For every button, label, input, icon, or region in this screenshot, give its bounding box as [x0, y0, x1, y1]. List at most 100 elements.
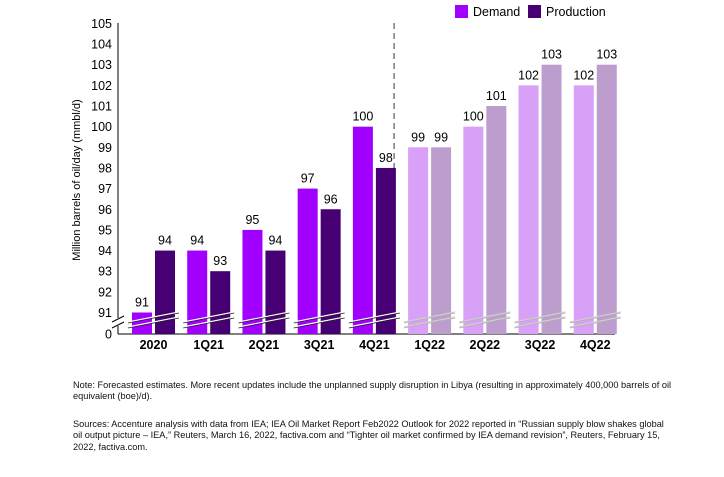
- legend-swatch-production: [528, 5, 541, 18]
- data-label: 95: [245, 213, 259, 227]
- y-tick-label: 94: [98, 244, 112, 258]
- y-axis-title: Million barrels of oil/day (mmbl/d): [71, 99, 83, 260]
- axis-break-mark: [111, 315, 125, 323]
- data-label: 100: [463, 110, 484, 124]
- x-tick-label: 2Q22: [470, 338, 501, 352]
- bar-break-line: [238, 311, 290, 323]
- bar-break-line: [404, 312, 456, 324]
- bar-break-line: [459, 312, 511, 324]
- bar-break-line: [569, 311, 621, 323]
- x-tick-label: 2Q21: [249, 338, 280, 352]
- bar-production-1q22: [431, 147, 452, 334]
- y-tick-label: 104: [91, 38, 112, 52]
- bar-demand-4q21: [352, 126, 373, 335]
- bar-demand-2q22: [463, 126, 484, 335]
- bar-break-line: [569, 317, 621, 329]
- bar-break-line: [459, 316, 511, 328]
- x-tick-label: 2020: [140, 338, 168, 352]
- x-tick-label: 4Q21: [359, 338, 390, 352]
- bar-break-line: [183, 316, 235, 328]
- bar-demand-1q21: [187, 250, 208, 334]
- x-tick-label: 3Q21: [304, 338, 335, 352]
- bar-break-line: [238, 316, 290, 328]
- chart-sources: Sources: Accenture analysis with data fr…: [73, 419, 664, 452]
- bar-break-line: [404, 317, 456, 329]
- bar-break-line: [293, 316, 345, 328]
- data-label: 100: [352, 110, 373, 124]
- legend-label-demand: Demand: [473, 5, 520, 19]
- chart-note: Note: Forecasted estimates. More recent …: [73, 380, 672, 402]
- data-label: 98: [379, 151, 393, 165]
- x-tick-label: 4Q22: [580, 338, 611, 352]
- x-tick-label: 1Q21: [193, 338, 224, 352]
- y-tick-label: 0: [105, 328, 112, 342]
- y-tick-label: 98: [98, 161, 112, 175]
- x-tick-label: 3Q22: [525, 338, 556, 352]
- bar-demand-1q22: [408, 147, 429, 334]
- bar-break-line: [293, 317, 345, 329]
- bar-break-line: [127, 317, 180, 329]
- y-tick-label: 100: [91, 120, 112, 134]
- bar-break-line: [348, 312, 400, 324]
- bar-break-line: [293, 312, 345, 324]
- bar-break-line: [514, 316, 566, 328]
- bar-break-line: [403, 316, 456, 328]
- bar-break-line: [348, 311, 401, 323]
- bar-break-line: [183, 311, 235, 323]
- data-label: 102: [573, 68, 594, 82]
- data-label: 99: [411, 130, 425, 144]
- bar-break-line: [348, 317, 400, 329]
- bar-demand-3q21: [297, 188, 318, 334]
- bar-break-line: [127, 316, 180, 328]
- bar-break-line: [127, 311, 180, 323]
- bar-break-line: [514, 317, 566, 329]
- data-label: 102: [518, 68, 539, 82]
- labels-group: 91 94 2020 94 93 1Q21 95 94 2Q21 97 96 3Q21 100 98 4Q2…: [135, 5, 617, 352]
- bar-break-line: [569, 312, 621, 324]
- bar-production-2q22: [486, 106, 507, 334]
- y-tick-label: 99: [98, 141, 112, 155]
- bars-group: [127, 64, 621, 335]
- x-tick-label: 1Q22: [414, 338, 445, 352]
- y-tick-label: 95: [98, 223, 112, 237]
- bar-production-4q22: [596, 64, 617, 334]
- bar-break-line: [514, 311, 566, 323]
- bar-break-line: [459, 311, 511, 323]
- y-tick-label: 96: [98, 203, 112, 217]
- y-tick-label: 101: [91, 100, 112, 114]
- bar-break-line: [238, 312, 290, 324]
- data-label: 99: [434, 130, 448, 144]
- bar-break-line: [238, 317, 290, 329]
- bar-break-line: [348, 316, 401, 328]
- legend-swatch-demand: [455, 5, 468, 18]
- bar-break-line: [183, 317, 235, 329]
- data-label: 91: [135, 296, 149, 310]
- bar-break-line: [514, 312, 566, 324]
- data-label: 101: [486, 89, 507, 103]
- y-tick-label: 93: [98, 265, 112, 279]
- oil-supply-demand-chart: 0919293949596979899100101102103104105Mil…: [71, 5, 621, 352]
- data-label: 103: [541, 48, 562, 62]
- axis-break-mark: [111, 321, 125, 329]
- data-label: 103: [596, 48, 617, 62]
- data-label: 94: [158, 234, 172, 248]
- axis-break-gap: [111, 318, 125, 326]
- bar-production-4q21: [375, 167, 396, 334]
- bar-break-line: [127, 312, 180, 324]
- bar-demand-3q22: [518, 85, 539, 334]
- y-tick-label: 105: [91, 17, 112, 31]
- data-label: 96: [324, 192, 338, 206]
- y-tick-label: 103: [91, 58, 112, 72]
- bar-break-line: [183, 312, 235, 324]
- legend-label-production: Production: [546, 5, 606, 19]
- data-label: 93: [213, 254, 227, 268]
- bar-break-line: [569, 316, 621, 328]
- bar-demand-4q22: [573, 85, 594, 334]
- bar-demand-2q21: [242, 229, 263, 334]
- data-label: 97: [301, 172, 315, 186]
- bar-break-line: [293, 311, 345, 323]
- y-tick-label: 97: [98, 182, 112, 196]
- bar-break-line: [403, 311, 456, 323]
- y-tick-label: 102: [91, 79, 112, 93]
- data-label: 94: [268, 234, 282, 248]
